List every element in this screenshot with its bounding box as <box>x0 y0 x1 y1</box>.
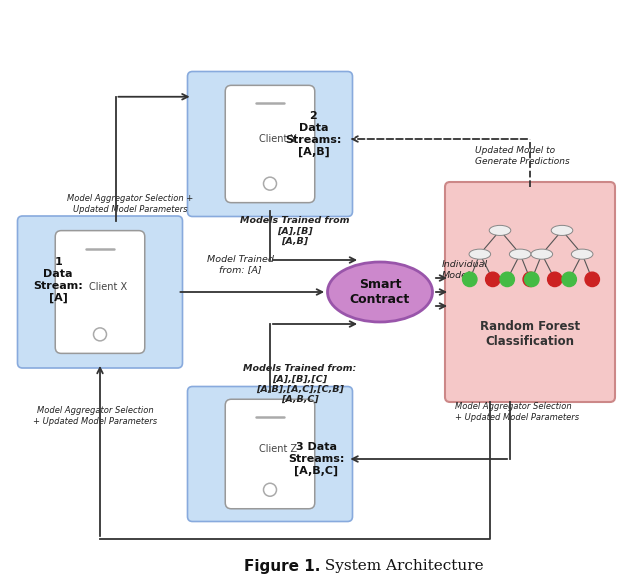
Circle shape <box>548 272 562 287</box>
Text: Model Aggregator Selection
+ Updated Model Parameters: Model Aggregator Selection + Updated Mod… <box>33 406 157 426</box>
Circle shape <box>463 272 477 287</box>
Circle shape <box>486 272 500 287</box>
Text: 2
Data
Streams:
[A,B]: 2 Data Streams: [A,B] <box>285 112 342 157</box>
Ellipse shape <box>572 249 593 259</box>
Ellipse shape <box>551 225 573 235</box>
Circle shape <box>523 272 538 287</box>
Text: Model Trained
from: [A]: Model Trained from: [A] <box>207 255 273 274</box>
Circle shape <box>585 272 600 287</box>
FancyBboxPatch shape <box>188 71 353 217</box>
Text: Smart
Contract: Smart Contract <box>350 278 410 306</box>
Ellipse shape <box>469 249 491 259</box>
Text: System Architecture: System Architecture <box>320 559 484 573</box>
Text: Individual
Models: Individual Models <box>442 260 488 280</box>
Circle shape <box>562 272 577 287</box>
Text: Model Aggregator Selection +
Updated Model Parameters: Model Aggregator Selection + Updated Mod… <box>67 194 193 214</box>
Ellipse shape <box>509 249 531 259</box>
FancyBboxPatch shape <box>445 182 615 402</box>
Text: Client Z: Client Z <box>259 444 297 454</box>
Circle shape <box>525 272 539 287</box>
Text: Models Trained from
[A],[B]
[A,B]: Models Trained from [A],[B] [A,B] <box>240 216 349 246</box>
Text: Updated Model to
Generate Predictions: Updated Model to Generate Predictions <box>475 147 570 166</box>
FancyBboxPatch shape <box>225 399 315 509</box>
Text: 1
Data
Stream:
[A]: 1 Data Stream: [A] <box>33 258 83 303</box>
Text: Client X: Client X <box>89 282 127 292</box>
FancyBboxPatch shape <box>55 231 145 353</box>
Text: Models Trained from:
[A],[B],[C]
[A,B],[A,C],[C,B]
[A,B,C]: Models Trained from: [A],[B],[C] [A,B],[… <box>243 364 356 404</box>
Ellipse shape <box>489 225 511 235</box>
Text: Client Y: Client Y <box>259 134 296 144</box>
Text: 3 Data
Streams:
[A,B,C]: 3 Data Streams: [A,B,C] <box>288 442 345 476</box>
Text: Model Aggregator Selection
+ Updated Model Parameters: Model Aggregator Selection + Updated Mod… <box>455 402 579 422</box>
Text: Random Forest
Classification: Random Forest Classification <box>480 320 580 348</box>
Ellipse shape <box>328 262 433 322</box>
FancyBboxPatch shape <box>225 85 315 203</box>
FancyBboxPatch shape <box>17 216 182 368</box>
Text: Figure 1.: Figure 1. <box>244 558 320 573</box>
Circle shape <box>500 272 515 287</box>
FancyBboxPatch shape <box>188 387 353 522</box>
Ellipse shape <box>531 249 553 259</box>
